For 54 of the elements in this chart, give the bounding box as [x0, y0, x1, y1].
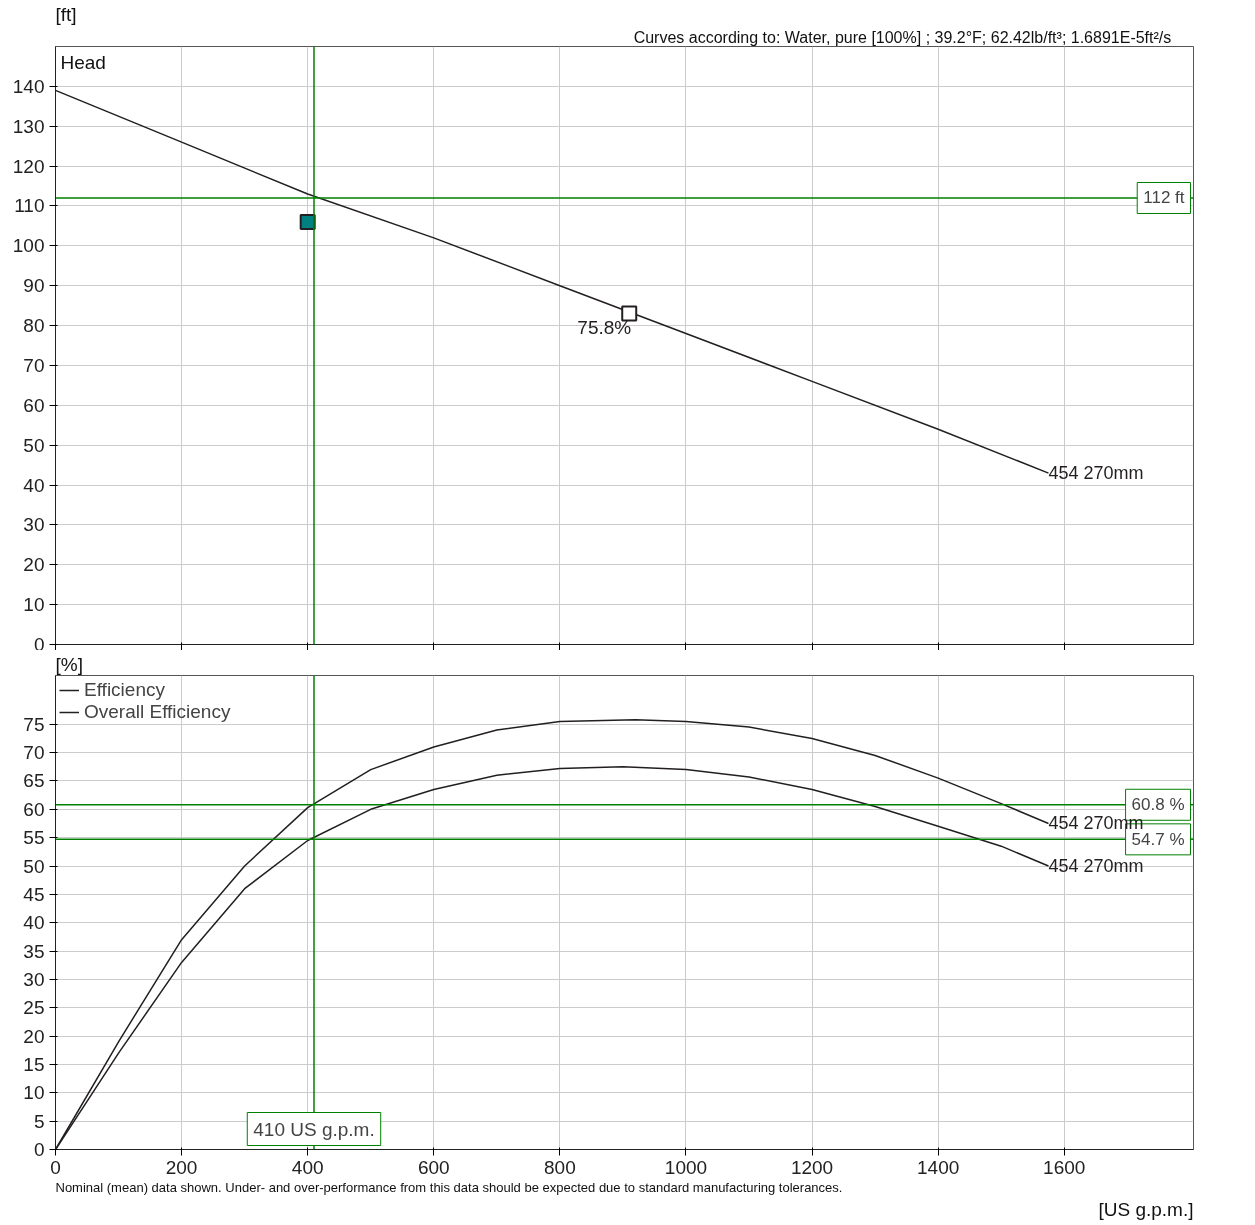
x-tick-label: 0: [50, 1156, 61, 1178]
y-tick-label: 140: [12, 75, 45, 97]
x-tick-label: 1200: [790, 1156, 834, 1178]
y-tick-label: 5: [33, 1110, 45, 1132]
ref-line-label: 60.8 %: [1131, 795, 1185, 815]
y-tick-label: 25: [23, 997, 45, 1019]
y-tick-label: 130: [12, 115, 45, 137]
y-tick-label: 100: [12, 235, 45, 257]
y-tick-label: 0: [33, 1139, 45, 1160]
series-label: 75.8%: [577, 316, 632, 338]
y-tick-label: 120: [12, 155, 45, 177]
x-tick-label: 400: [291, 1156, 324, 1178]
y-tick-label: 0: [33, 633, 45, 655]
y-tick-label: 60: [23, 798, 45, 820]
x-tick-label: 1600: [1043, 1156, 1086, 1178]
legend-label: Overall Efficiency: [84, 701, 231, 723]
y-tick-label: 45: [23, 883, 45, 905]
y-tick-label: 70: [23, 742, 45, 764]
chart-title: Head: [60, 51, 106, 73]
y-tick-label: 55: [23, 827, 45, 849]
y-tick-label: 50: [23, 855, 45, 877]
y-axis-title: [%]: [55, 653, 83, 675]
y-tick-label: 65: [23, 770, 45, 792]
y-tick-label: 20: [23, 1025, 45, 1047]
y-tick-label: 40: [23, 912, 45, 934]
x-tick-label: 1000: [664, 1156, 708, 1178]
y-tick-label: 75: [23, 713, 45, 735]
ref-line-label: 410 US g.p.m.: [253, 1118, 375, 1140]
text: Nominal (mean) data shown. Under- and over-performance from this data should be expected due to standard manufacturing tolerances.: [55, 1179, 843, 1195]
y-axis-title: [ft]: [55, 3, 77, 25]
y-tick-label: 80: [23, 315, 45, 337]
series-label: 454 270mm: [1048, 463, 1144, 484]
annotation: 454 270mm: [1048, 856, 1144, 877]
y-tick-label: 40: [23, 474, 45, 496]
y-tick-label: 110: [14, 195, 45, 217]
y-tick-label: 20: [23, 554, 45, 576]
legend-label: Efficiency: [84, 679, 165, 701]
y-tick-label: 35: [23, 940, 45, 962]
y-tick-label: 15: [23, 1053, 45, 1075]
y-tick-label: 50: [23, 434, 45, 456]
y-tick-label: 10: [23, 594, 45, 616]
x-tick-label: 800: [544, 1156, 576, 1178]
x-axis-title: [US g.p.m.]: [1098, 1198, 1194, 1220]
text: Curves according to: Water, pure [100%] ; 39.2°F; 62.42lb/ft³; 1.6891E-5ft²/s: [633, 28, 1172, 46]
y-tick-label: 90: [23, 275, 45, 297]
y-tick-label: 10: [23, 1082, 45, 1104]
y-tick-label: 70: [23, 354, 45, 376]
y-tick-label: 30: [23, 514, 45, 536]
x-tick-label: 200: [165, 1156, 198, 1178]
y-tick-label: 60: [23, 394, 45, 416]
y-tick-label: 30: [23, 968, 45, 990]
x-tick-label: 1400: [917, 1156, 960, 1178]
ref-line-label: 112 ft: [1143, 188, 1185, 208]
x-tick-label: 600: [417, 1156, 450, 1178]
